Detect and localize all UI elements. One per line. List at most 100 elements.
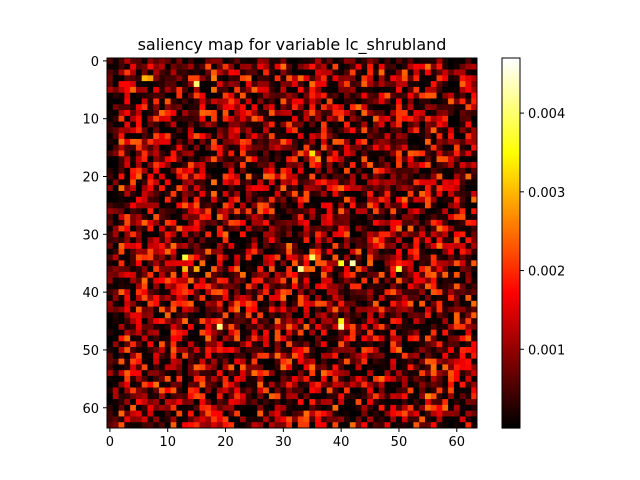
heatmap-cell (263, 214, 270, 221)
heatmap-cell (251, 422, 258, 429)
heatmap-cell (222, 248, 229, 255)
heatmap-cell (135, 248, 143, 255)
heatmap-cell (459, 283, 466, 290)
heatmap-cell (396, 144, 403, 151)
heatmap-cell (228, 202, 235, 209)
heatmap-cell (164, 318, 171, 325)
heatmap-cell (153, 300, 160, 307)
heatmap-cell (338, 150, 345, 157)
colorbar-segment (502, 294, 520, 298)
heatmap-cell (465, 196, 472, 203)
heatmap-cell (135, 144, 143, 151)
heatmap-cell (147, 202, 154, 209)
heatmap-cell (361, 399, 368, 406)
heatmap-cell (216, 231, 224, 238)
heatmap-cell (211, 173, 218, 180)
heatmap-cell (332, 370, 339, 377)
heatmap-cell (309, 347, 316, 354)
heatmap-cell (459, 399, 466, 406)
heatmap-cell (182, 306, 189, 313)
colorbar-segment (502, 243, 520, 247)
heatmap-cell (211, 277, 218, 284)
heatmap-cell (303, 162, 310, 169)
heatmap-cell (257, 312, 264, 319)
heatmap-cell (118, 167, 125, 175)
heatmap-cell (297, 190, 304, 198)
heatmap-cell (419, 404, 426, 412)
heatmap-frame (106, 57, 478, 429)
colorbar-segment (502, 164, 520, 168)
heatmap-cell (274, 318, 281, 325)
heatmap-cell (147, 381, 154, 388)
heatmap-cell (130, 323, 137, 331)
y-tick-label: 0 (91, 55, 99, 70)
heatmap-cell (349, 63, 356, 70)
heatmap-cell (378, 190, 385, 198)
heatmap-cell (135, 341, 143, 348)
heatmap-cell (315, 231, 322, 238)
heatmap-cell (239, 81, 247, 88)
heatmap-cell (413, 300, 420, 307)
heatmap-cell (193, 104, 200, 111)
heatmap-cell (193, 110, 200, 117)
heatmap-cell (228, 387, 235, 394)
heatmap-cell (448, 254, 455, 261)
heatmap-cell (286, 300, 293, 307)
heatmap-cell (118, 329, 125, 336)
heatmap-cell (448, 144, 455, 151)
heatmap-cell (280, 75, 287, 82)
heatmap-cell (251, 58, 258, 65)
heatmap-cell (228, 156, 235, 163)
heatmap-cell (216, 323, 224, 331)
heatmap-cell (228, 341, 235, 348)
heatmap-cell (147, 410, 154, 417)
heatmap-cell (216, 214, 224, 221)
heatmap-cell (413, 167, 420, 175)
heatmap-cell (292, 144, 299, 151)
heatmap-cell (263, 260, 270, 267)
heatmap-cell (159, 318, 166, 325)
heatmap-cell (338, 300, 345, 307)
heatmap-cell (135, 277, 143, 284)
heatmap-cell (112, 300, 119, 307)
heatmap-cell (372, 208, 380, 215)
heatmap-cell (413, 248, 420, 255)
heatmap-cell (251, 196, 258, 203)
heatmap-cell (436, 410, 443, 417)
heatmap-cell (135, 393, 143, 400)
heatmap-cell (147, 370, 154, 377)
heatmap-cell (263, 133, 270, 140)
heatmap-cell (424, 179, 432, 186)
heatmap-cell (257, 404, 264, 412)
heatmap-cell (349, 358, 356, 365)
heatmap-cell (274, 121, 281, 128)
heatmap-cell (263, 156, 270, 163)
heatmap-cell (124, 138, 131, 146)
heatmap-cell (344, 127, 351, 134)
heatmap-cell (141, 156, 148, 163)
heatmap-cell (436, 58, 443, 65)
heatmap-cell (349, 92, 356, 99)
heatmap-cell (430, 422, 437, 429)
heatmap-cell (315, 283, 322, 290)
heatmap-cell (280, 283, 287, 290)
heatmap-cell (170, 115, 177, 122)
heatmap-cell (436, 98, 443, 105)
heatmap-cell (251, 231, 258, 238)
heatmap-cell (182, 318, 189, 325)
heatmap-cell (459, 370, 466, 377)
heatmap-cell (465, 81, 472, 88)
heatmap-cell (193, 144, 200, 151)
heatmap-cell (396, 190, 403, 198)
heatmap-cell (448, 185, 455, 192)
heatmap-cell (326, 202, 333, 209)
heatmap-cell (453, 422, 461, 429)
heatmap-cell (257, 271, 264, 279)
heatmap-cell (274, 399, 281, 406)
heatmap-cell (430, 260, 437, 267)
heatmap-cell (274, 237, 281, 244)
heatmap-cell (413, 202, 420, 209)
heatmap-cell (401, 399, 409, 406)
heatmap-cell (292, 393, 299, 400)
